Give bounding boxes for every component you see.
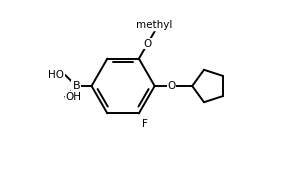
Text: methyl: methyl — [136, 20, 173, 30]
Text: O: O — [143, 39, 151, 49]
Text: methyl: methyl — [152, 31, 157, 32]
Text: HO: HO — [49, 70, 64, 80]
Text: OH: OH — [66, 92, 82, 102]
Text: F: F — [142, 119, 148, 129]
Text: O: O — [168, 81, 176, 91]
Text: B: B — [72, 81, 80, 91]
